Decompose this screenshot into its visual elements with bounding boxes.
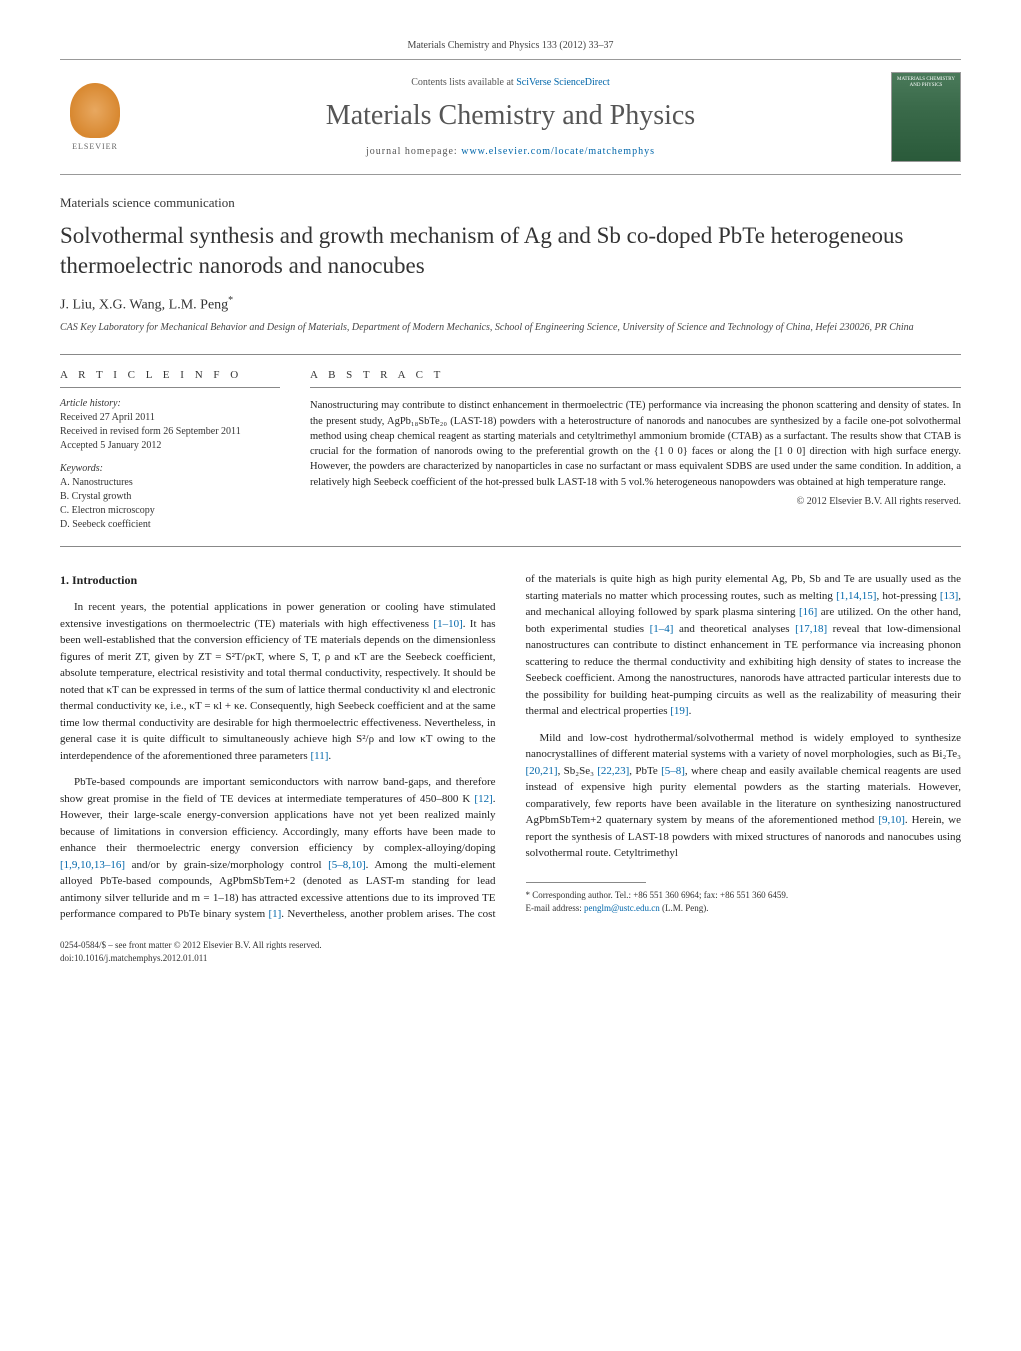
ref-link[interactable]: [19] — [670, 705, 688, 717]
ref-link[interactable]: [1,9,10,13–16] — [60, 859, 125, 871]
sciencedirect-link[interactable]: SciVerse ScienceDirect — [516, 77, 610, 88]
ref-link[interactable]: [5–8,10] — [328, 859, 366, 871]
bottom-meta: 0254-0584/$ – see front matter © 2012 El… — [60, 939, 961, 964]
p1-text-c: . — [328, 750, 331, 762]
corr-contact: * Corresponding author. Tel.: +86 551 36… — [526, 889, 962, 902]
article-info-heading: A R T I C L E I N F O — [60, 369, 280, 388]
footnote-separator — [526, 882, 646, 883]
ref-link[interactable]: [11] — [310, 750, 328, 762]
p2-text-a: PbTe-based compounds are important semic… — [60, 776, 496, 805]
history-label: Article history: — [60, 398, 280, 409]
p2-text-i: and theoretical analyses — [673, 623, 795, 635]
p1-text-b: . It has been well-established that the … — [60, 618, 496, 762]
homepage-prefix: journal homepage: — [366, 146, 461, 157]
journal-cover-thumb: MATERIALS CHEMISTRY AND PHYSICS — [891, 72, 961, 162]
keyword-1: A. Nanostructures — [60, 476, 280, 490]
elsevier-label: ELSEVIER — [72, 142, 118, 151]
accepted-line: Accepted 5 January 2012 — [60, 439, 280, 453]
abstract-text: Nanostructuring may contribute to distin… — [310, 398, 961, 489]
corresponding-author-footnote: * Corresponding author. Tel.: +86 551 36… — [526, 889, 962, 914]
intro-heading: 1. Introduction — [60, 571, 496, 589]
issn-line: 0254-0584/$ – see front matter © 2012 El… — [60, 939, 961, 952]
info-abstract-row: A R T I C L E I N F O Article history: R… — [60, 354, 961, 547]
ref-link[interactable]: [1,14,15] — [836, 590, 876, 602]
citation-line: Materials Chemistry and Physics 133 (201… — [60, 40, 961, 51]
ref-link[interactable]: [1] — [268, 908, 281, 920]
affiliation: CAS Key Laboratory for Mechanical Behavi… — [60, 321, 961, 334]
revised-line: Received in revised form 26 September 20… — [60, 425, 280, 439]
email-suffix: (L.M. Peng). — [660, 903, 709, 913]
body-paragraph-1: In recent years, the potential applicati… — [60, 599, 496, 764]
homepage-link[interactable]: www.elsevier.com/locate/matchemphys — [461, 146, 655, 157]
ref-link[interactable]: [17,18] — [795, 623, 827, 635]
ref-link[interactable]: [5–8] — [661, 765, 685, 777]
authors-names: J. Liu, X.G. Wang, L.M. Peng — [60, 297, 228, 312]
authors-line: J. Liu, X.G. Wang, L.M. Peng* — [60, 295, 961, 314]
ref-link[interactable]: [12] — [474, 793, 492, 805]
corr-marker: * — [228, 295, 233, 306]
contents-prefix: Contents lists available at — [411, 77, 516, 88]
journal-banner: ELSEVIER Contents lists available at Sci… — [60, 59, 961, 175]
p1-text-a: In recent years, the potential applicati… — [60, 601, 496, 630]
homepage-line: journal homepage: www.elsevier.com/locat… — [130, 146, 891, 157]
keyword-3: C. Electron microscopy — [60, 504, 280, 518]
p3-text-b: , Sb₂Se₃ — [558, 765, 598, 777]
elsevier-logo: ELSEVIER — [60, 77, 130, 157]
body-paragraph-3: Mild and low-cost hydrothermal/solvother… — [526, 730, 962, 862]
article-title: Solvothermal synthesis and growth mechan… — [60, 221, 961, 281]
elsevier-tree-icon — [70, 83, 120, 138]
section-label: Materials science communication — [60, 195, 961, 211]
ref-link[interactable]: [13] — [940, 590, 958, 602]
contents-available-line: Contents lists available at SciVerse Sci… — [130, 77, 891, 88]
ref-link[interactable]: [9,10] — [878, 814, 905, 826]
abstract-copyright: © 2012 Elsevier B.V. All rights reserved… — [310, 496, 961, 507]
p2-text-j: reveal that low-dimensional nanostructur… — [526, 623, 962, 718]
abstract-col: A B S T R A C T Nanostructuring may cont… — [310, 369, 961, 532]
ref-link[interactable]: [16] — [799, 606, 817, 618]
p2-text-c: and/or by grain-size/morphology control — [125, 859, 328, 871]
article-info-col: A R T I C L E I N F O Article history: R… — [60, 369, 280, 532]
ref-link[interactable]: [1–10] — [433, 618, 462, 630]
p2-text-f: , hot-pressing — [876, 590, 939, 602]
ref-link[interactable]: [1–4] — [650, 623, 674, 635]
keyword-2: B. Crystal growth — [60, 490, 280, 504]
email-label: E-mail address: — [526, 903, 584, 913]
received-line: Received 27 April 2011 — [60, 411, 280, 425]
cover-thumb-title: MATERIALS CHEMISTRY AND PHYSICS — [896, 77, 956, 89]
p3-text-c: , PbTe — [629, 765, 661, 777]
ref-link[interactable]: [20,21] — [526, 765, 558, 777]
email-link[interactable]: penglm@ustc.edu.cn — [584, 903, 660, 913]
doi-line: doi:10.1016/j.matchemphys.2012.01.011 — [60, 952, 961, 965]
p3-text-a: Mild and low-cost hydrothermal/solvother… — [526, 732, 962, 761]
keywords-label: Keywords: — [60, 463, 280, 474]
keyword-4: D. Seebeck coefficient — [60, 518, 280, 532]
ref-link[interactable]: [22,23] — [597, 765, 629, 777]
p2-text-k: . — [689, 705, 692, 717]
journal-title: Materials Chemistry and Physics — [130, 100, 891, 132]
abstract-heading: A B S T R A C T — [310, 369, 961, 388]
body-columns: 1. Introduction In recent years, the pot… — [60, 571, 961, 923]
